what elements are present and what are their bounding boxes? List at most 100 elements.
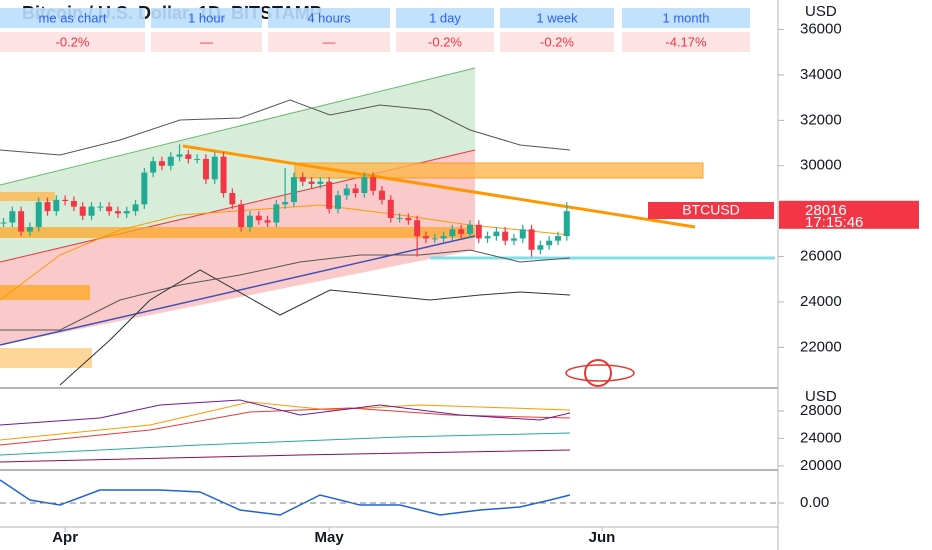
candle-body [238,204,245,228]
candle-body [299,177,306,182]
candle-body [387,199,394,218]
candle-body [114,211,121,214]
candle-body [97,206,104,208]
price-label: 28016 [805,202,847,219]
change-label: — [200,34,213,49]
interval-label: 4 hours [307,10,351,25]
interval-label: 1 hour [188,10,226,25]
candle-body [211,156,218,180]
candle-body [26,227,33,232]
x-tick-label: May [315,529,345,546]
candle-body [431,238,438,240]
candle-body [246,215,253,228]
candle-body [537,245,544,250]
symbol-label: BTCUSD [682,202,740,218]
interval-label: 1 month [663,10,710,25]
change-label: -0.2% [540,34,574,49]
flag-icon [584,359,612,387]
zone [294,162,704,179]
buttons: me as chart -0.2% 1 hour — 4 hours — 1 day -0.2… [0,8,750,52]
candle-body [510,238,517,241]
y-tick-label: 34000 [800,66,842,83]
band-line [59,269,571,386]
candle-body [405,217,412,221]
candle-body [79,206,86,216]
change-label: -0.2% [56,34,90,49]
y-tick-label: 36000 [800,20,842,37]
change-cell [622,32,750,52]
y-tick-label: 24000 [800,429,842,446]
candle-body [502,231,509,241]
channel-up [0,68,475,262]
candle-body [519,229,526,239]
flag [565,359,635,387]
candle-body [440,236,447,239]
candle-body [106,206,113,212]
zone [0,348,92,368]
candle-body [273,204,280,223]
candle-body [546,240,553,246]
interval-label: 1 day [429,10,461,25]
ma-line [0,407,571,446]
y-tick-label: 24000 [800,293,842,310]
candle-body [563,211,570,237]
candle-body [528,229,535,250]
price-pane [0,144,570,257]
candle-body [53,199,60,212]
band-line [0,99,571,156]
candle-body [132,204,139,212]
candle-body [343,188,350,196]
y-tick-label: 26000 [800,248,842,265]
candle-body [141,172,148,205]
overlays [0,67,775,386]
interval-label: me as chart [39,10,107,25]
candle-body [176,154,183,157]
candle-body [334,195,341,209]
candle-body [475,224,482,239]
y-tick-label: 28000 [800,402,842,419]
candle-body [44,202,51,212]
candle-body [70,200,77,207]
candle-body [361,177,368,193]
band-line [0,249,571,331]
channel-down [0,150,475,345]
interval-button [0,8,145,28]
countdown-label: 17:15:46 [805,214,863,231]
candle-body [220,156,227,193]
candle-body [9,211,16,223]
interval-button [622,8,750,28]
candle-body [229,193,236,205]
candle-body [493,231,500,237]
interval-label: 1 week [536,10,578,25]
candle-body [150,161,157,173]
change-label: -4.17% [665,34,707,49]
interval-button [500,8,614,28]
price-badge [779,200,919,229]
candle-body [449,229,456,237]
y-tick-label: 30000 [800,157,842,174]
candle-body [317,181,324,184]
zone [0,227,475,238]
change-cell [396,32,494,52]
axis-unit: USD [805,388,837,405]
symbol-badge [648,202,774,219]
channel-line [0,67,476,186]
candle-body [396,217,403,219]
candle-body [18,211,25,232]
candle-body [484,236,491,239]
candle-body [370,177,377,191]
ma-line [0,401,571,441]
candle-body [194,158,201,160]
candle-body [458,229,465,234]
y-tick-label: 20000 [800,457,842,474]
y-tick-label: 0.00 [800,494,829,511]
axis-unit: USD [805,3,837,20]
change-cell [0,32,145,52]
ma-line [0,449,571,463]
x-tick-label: Jun [589,529,616,546]
candle-body [167,156,174,166]
trend-line [182,144,696,229]
y-tick-label: 22000 [800,338,842,355]
change-cell [268,32,390,52]
